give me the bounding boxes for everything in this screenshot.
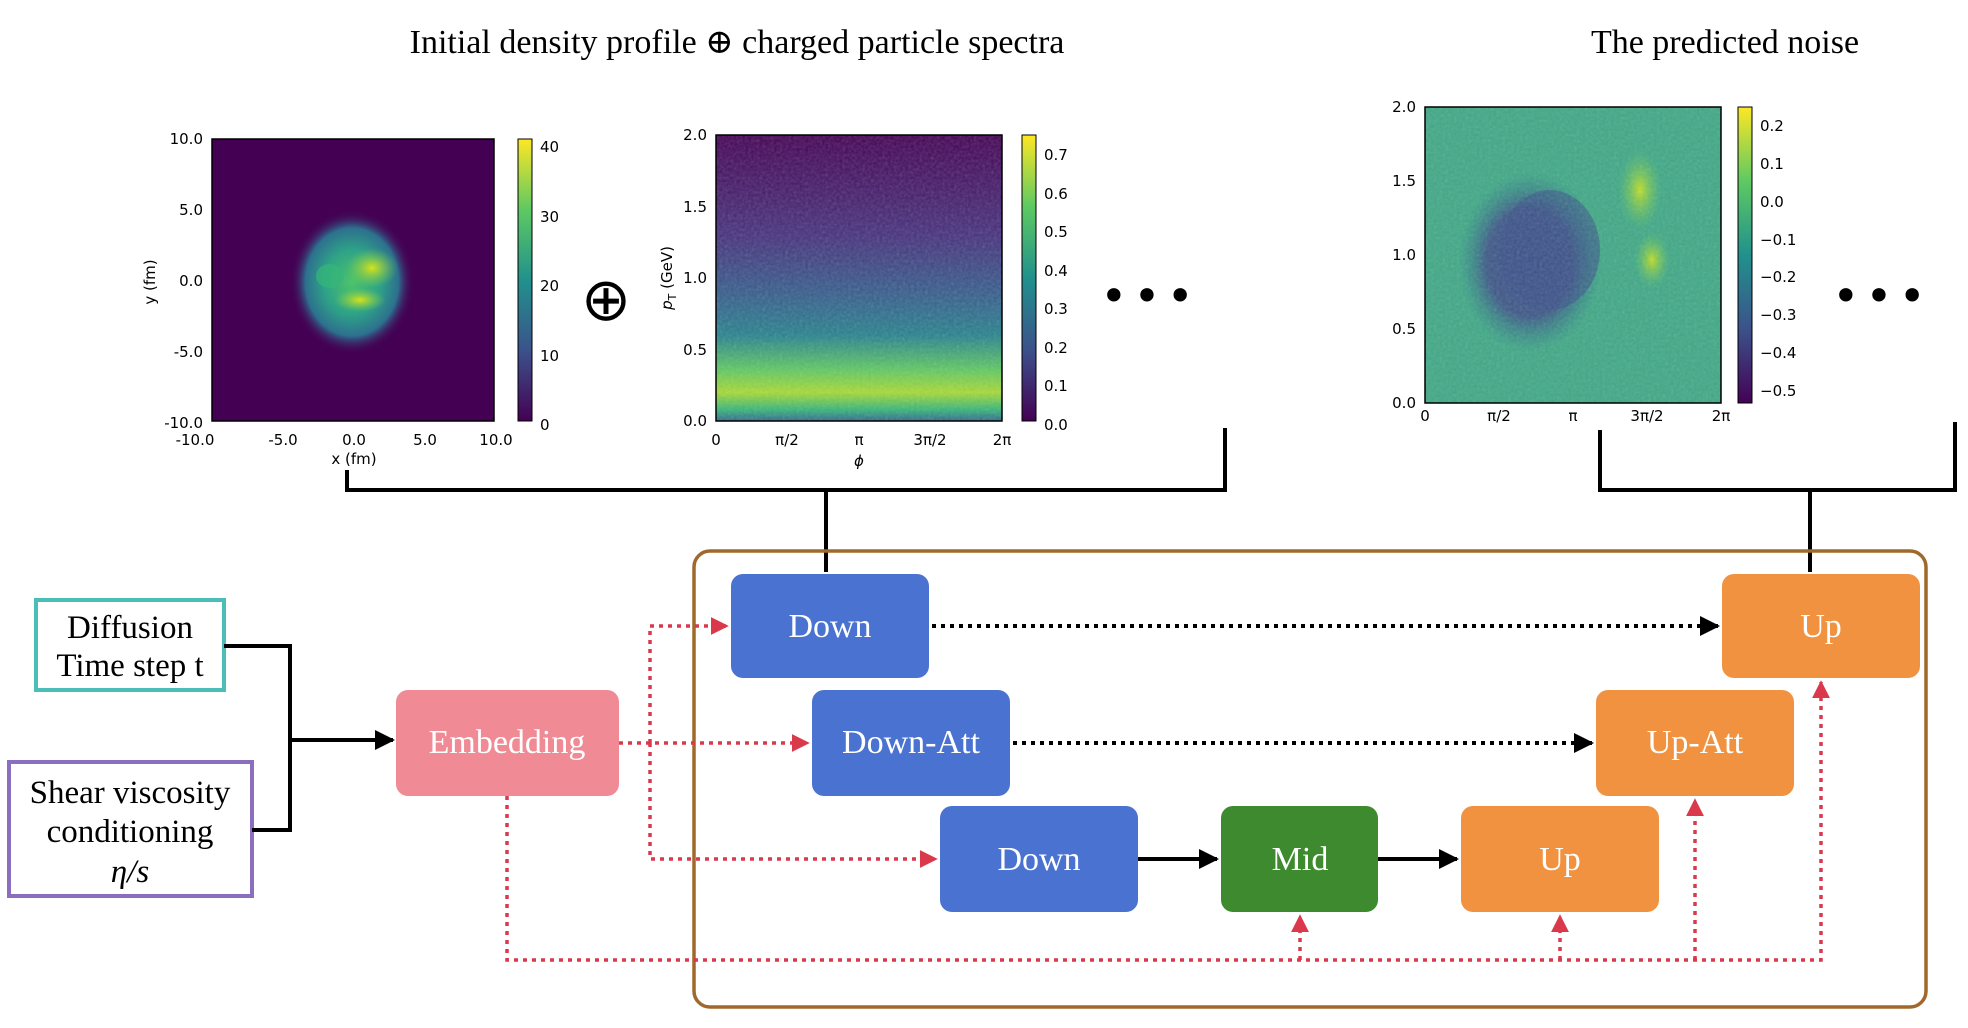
spectra-cbar-tick: 0.0 [1044,416,1068,434]
down-att-label: Down-Att [842,724,980,761]
input-bracket [345,428,1227,572]
spectra-xtick: 2π [993,431,1012,449]
spectra-ylabel: pT (GeV) [658,246,679,311]
density-cbar-tick: 20 [540,277,559,295]
density-xtick: 5.0 [413,431,437,449]
ellipsis-more-outputs: ••• [1832,269,1931,323]
density-ytick: -5.0 [174,343,203,361]
down-1-label: Down [788,608,871,645]
down-block-1: Down [731,574,929,678]
density-ytick: -10.0 [164,414,203,432]
up-1-label: Up [1800,608,1842,645]
spectra-ytick: 0.0 [683,412,707,430]
shear-line2: conditioning [47,814,214,850]
noise-ytick: 0.0 [1392,394,1416,412]
up-att-label: Up-Att [1647,724,1744,761]
noise-plot: 0 π/2 π 3π/2 2π 2.0 1.5 1.0 0.5 0.0 0.2 … [1392,98,1796,425]
density-xlabel: x (fm) [331,450,376,468]
spectra-ytick: 0.5 [683,341,707,359]
density-ytick: 0.0 [179,272,203,290]
up-att-block: Up-Att [1596,690,1794,796]
embedding-label: Embedding [429,724,586,761]
density-xtick: -10.0 [176,431,215,449]
embedding-block: Embedding [396,690,619,796]
spectra-xtick: π [854,431,863,449]
noise-ytick: 2.0 [1392,98,1416,116]
density-ylabel: y (fm) [141,259,159,304]
down-att-block: Down-Att [812,690,1010,796]
density-colorbar [517,138,533,422]
mid-label: Mid [1272,841,1329,878]
down-block-2: Down [940,806,1138,912]
noise-ytick: 1.0 [1392,246,1416,264]
shear-line1: Shear viscosity [30,775,231,811]
spectra-xlabel: ϕ [854,452,864,470]
down-2-label: Down [997,841,1080,878]
density-cbar-tick: 40 [540,138,559,156]
oplus-symbol: ⊕ [581,265,631,335]
mid-block: Mid [1221,806,1378,912]
noise-xtick: 3π/2 [1630,407,1663,425]
diffusion-timestep-box: Diffusion Time step t [34,598,226,692]
spectra-xtick: 3π/2 [913,431,946,449]
density-ytick: 5.0 [179,201,203,219]
shear-symbol: η/s [111,854,149,890]
noise-cbar-tick: 0.1 [1760,155,1784,173]
ellipsis-more-inputs: ••• [1100,269,1199,323]
diffusion-line1: Diffusion [67,610,193,646]
noise-cbar-tick: −0.4 [1760,344,1796,362]
noise-cbar-tick: 0.2 [1760,117,1784,135]
noise-xtick: 0 [1420,407,1430,425]
spectra-cbar-tick: 0.5 [1044,223,1068,241]
unet-frame [692,549,1928,1009]
diffusion-line2: Time step t [56,648,203,684]
up-block-2: Up [1461,806,1659,912]
spectra-colorbar [1021,134,1037,422]
spectra-xtick: 0 [711,431,721,449]
noise-cbar-tick: −0.3 [1760,306,1796,324]
noise-cbar-tick: −0.5 [1760,382,1796,400]
conditioning-arrows [505,617,1830,962]
spectra-ytick: 1.5 [683,198,707,216]
noise-xtick: 2π [1712,407,1731,425]
skip-connections [932,616,1720,753]
condition-merge-connector [224,644,395,832]
up-block-1: Up [1722,574,1920,678]
density-cbar-tick: 0 [540,416,550,434]
spectra-cbar-tick: 0.1 [1044,377,1068,395]
spectra-cbar-tick: 0.6 [1044,185,1068,203]
spectra-cbar-tick: 0.4 [1044,262,1068,280]
up-2-label: Up [1539,841,1581,878]
density-xtick: -5.0 [268,431,297,449]
density-cbar-tick: 10 [540,347,559,365]
noise-cbar-tick: −0.2 [1760,268,1796,286]
noise-xtick: π [1568,407,1577,425]
noise-colorbar [1737,106,1753,404]
spectra-ytick: 2.0 [683,126,707,144]
spectra-xtick: π/2 [775,431,799,449]
spectra-ytick: 1.0 [683,269,707,287]
noise-xtick: π/2 [1487,407,1511,425]
density-xtick: 10.0 [479,431,512,449]
noise-ytick: 1.5 [1392,172,1416,190]
spectra-plot: 0 π/2 π 3π/2 2π 2.0 1.5 1.0 0.5 0.0 ϕ pT… [658,126,1068,470]
spectra-cbar-tick: 0.3 [1044,300,1068,318]
density-ytick: 10.0 [170,130,203,148]
noise-ytick: 0.5 [1392,320,1416,338]
density-cbar-tick: 30 [540,208,559,226]
shear-viscosity-box: Shear viscosity conditioning η/s [7,760,254,898]
output-title: The predicted noise [1591,24,1859,61]
density-plot: -10.0 -5.0 0.0 5.0 10.0 10.0 5.0 0.0 -5.… [141,130,559,468]
noise-cbar-tick: 0.0 [1760,193,1784,211]
density-xtick: 0.0 [342,431,366,449]
noise-cbar-tick: −0.1 [1760,231,1796,249]
spectra-cbar-tick: 0.7 [1044,146,1068,164]
input-title: Initial density profile ⊕ charged partic… [410,24,1065,61]
output-bracket [1598,422,1957,572]
spectra-cbar-tick: 0.2 [1044,339,1068,357]
